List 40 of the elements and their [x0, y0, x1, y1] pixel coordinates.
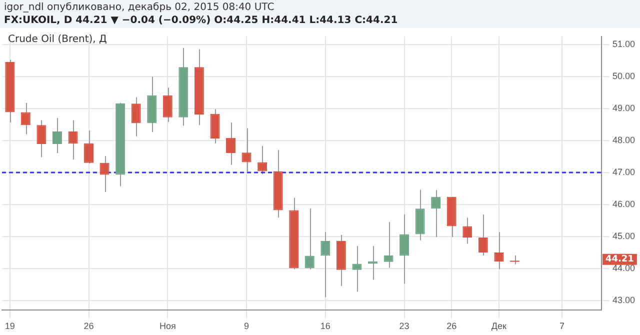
candlestick — [431, 190, 441, 238]
y-tick-label: 48.00 — [612, 134, 636, 145]
candlestick — [494, 232, 504, 270]
y-tick-label: 45.00 — [612, 231, 636, 242]
candlestick — [368, 246, 378, 280]
x-tick-label: 7 — [560, 321, 565, 332]
x-tick-label: 23 — [399, 321, 410, 332]
chart-title: igor_ndl опубликовано, декабрь 02, 2015 08:40 UTC — [4, 2, 274, 13]
x-tick-label: 19 — [4, 321, 15, 332]
y-tick-label: 50.00 — [612, 70, 636, 81]
x-tick-label: Дек — [491, 321, 507, 332]
candlestick — [84, 130, 94, 164]
y-tick-label: 44.00 — [612, 263, 636, 274]
x-tick-label: 16 — [320, 321, 330, 332]
candlestick — [352, 246, 362, 292]
candlestick — [100, 156, 110, 193]
y-tick-label: 46.00 — [612, 199, 636, 210]
candlestick — [384, 222, 394, 268]
candlestick — [320, 232, 330, 298]
y-tick-label: 47.00 — [612, 166, 636, 177]
candlestick — [210, 108, 220, 144]
annotation: Crude Oil (Brent), Д — [8, 34, 107, 45]
candlestick — [258, 145, 268, 175]
text: 44.21 — [605, 254, 634, 265]
y-tick-label: 51.00 — [612, 38, 636, 49]
x-tick-label: 26 — [446, 321, 457, 332]
candlestick — [304, 208, 314, 270]
y-tick-label: 49.00 — [612, 102, 636, 113]
x-tick-label: 26 — [84, 321, 94, 332]
candlestick — [162, 87, 172, 122]
x-tick-label: Ноя — [159, 321, 176, 332]
candlestick — [131, 96, 141, 137]
chart-subtitle: FX:UKOIL, D 44.21 ▼ −0.04 (−0.09%) O:44.25 H:44.41 L:44.13 C:44.21 — [4, 15, 398, 26]
y-tick-label: 43.00 — [612, 295, 636, 306]
candlestick — [242, 128, 252, 172]
candlestick — [415, 189, 425, 241]
candlestick — [68, 120, 78, 160]
candlestick — [400, 214, 410, 284]
x-tick-label: 9 — [244, 321, 250, 332]
candlestick — [36, 120, 46, 158]
